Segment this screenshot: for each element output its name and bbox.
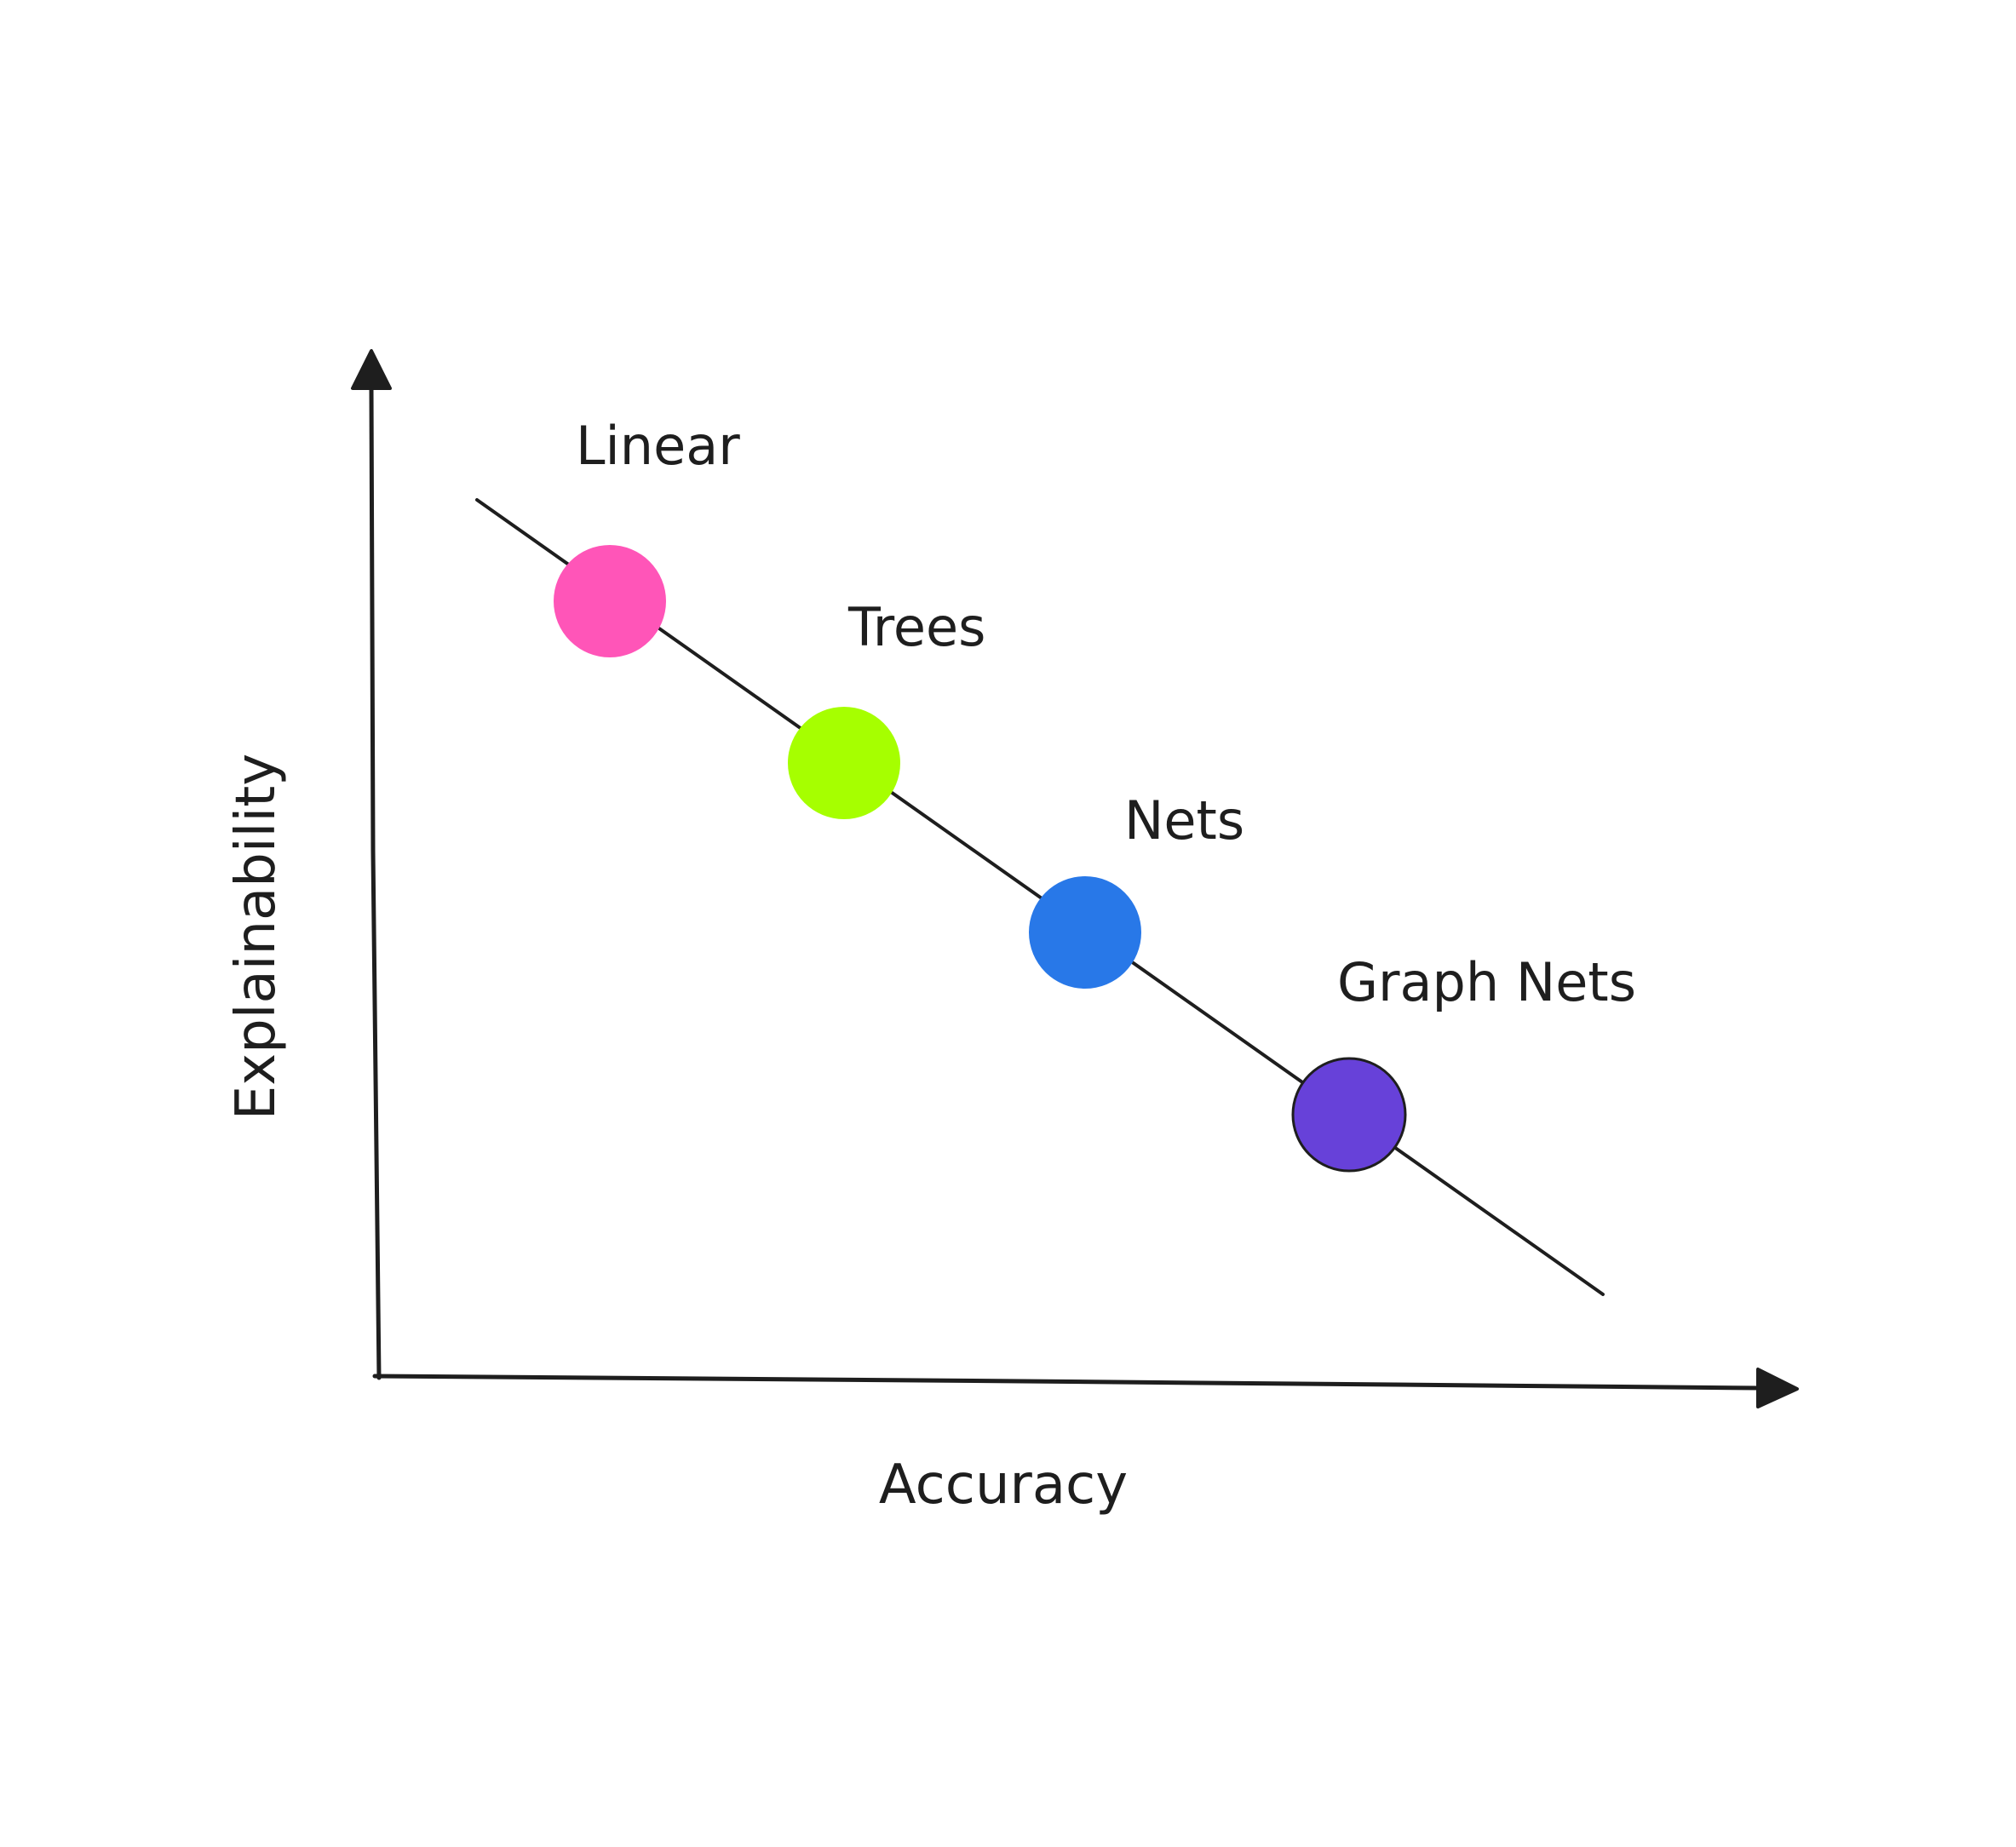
y-axis-arrowhead <box>351 349 392 390</box>
tradeoff-trend-line <box>475 498 1605 1296</box>
point-trees <box>788 707 900 819</box>
x-axis-arrowhead <box>1756 1368 1799 1408</box>
x-axis-label: Accuracy <box>879 1454 1128 1517</box>
point-nets <box>1029 876 1141 989</box>
label-linear: Linear <box>576 415 740 477</box>
y-axis <box>351 349 392 1380</box>
y-axis-line <box>369 386 382 1380</box>
label-graph-nets: Graph Nets <box>1337 951 1636 1013</box>
y-axis-label: Explainability <box>225 754 288 1120</box>
label-nets: Nets <box>1124 789 1244 852</box>
x-axis <box>372 1368 1799 1408</box>
point-graph-nets <box>1291 1057 1407 1173</box>
x-axis-line <box>372 1374 1760 1391</box>
label-trees: Trees <box>847 596 985 658</box>
point-linear <box>554 545 666 657</box>
